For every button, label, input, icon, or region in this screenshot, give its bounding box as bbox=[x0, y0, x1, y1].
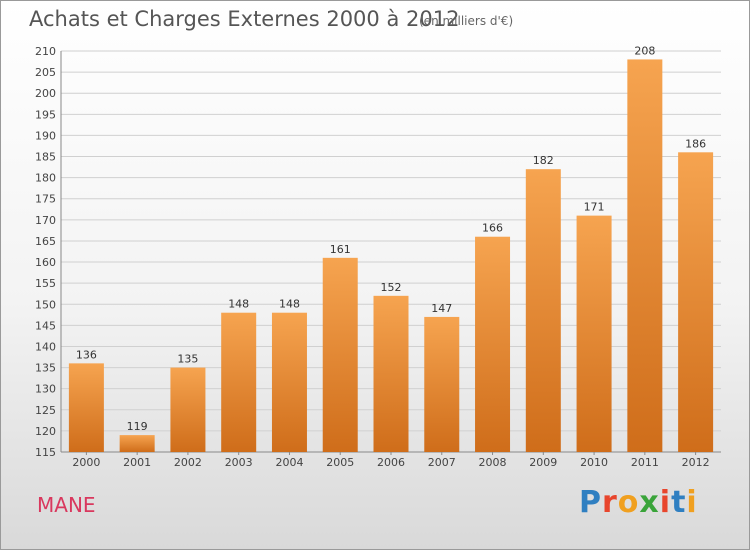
y-tick-label: 200 bbox=[35, 87, 56, 100]
data-label-2002: 135 bbox=[177, 353, 198, 366]
bars bbox=[68, 59, 714, 453]
x-tick-label-2003: 2003 bbox=[225, 456, 253, 469]
x-tick-label-2001: 2001 bbox=[123, 456, 151, 469]
bar-2004[interactable] bbox=[271, 312, 307, 452]
y-tick-label: 205 bbox=[35, 66, 56, 79]
data-label-2001: 119 bbox=[127, 420, 148, 433]
bar-2007[interactable] bbox=[424, 316, 460, 452]
y-tick-label: 130 bbox=[35, 383, 56, 396]
y-tick-label: 155 bbox=[35, 277, 56, 290]
bar-2010[interactable] bbox=[576, 215, 612, 452]
y-tick-label: 115 bbox=[35, 446, 56, 459]
y-tick-label: 175 bbox=[35, 193, 56, 206]
y-tick-label: 180 bbox=[35, 172, 56, 185]
data-label-2003: 148 bbox=[228, 298, 249, 311]
bar-2002[interactable] bbox=[170, 367, 206, 452]
data-labels: 136 119 135 148 148 161 152 147 166 182 171 208 186 bbox=[76, 44, 706, 433]
data-label-2005: 161 bbox=[330, 243, 351, 256]
y-tick-label: 195 bbox=[35, 108, 56, 121]
y-tick-label: 140 bbox=[35, 340, 56, 353]
data-label-2004: 148 bbox=[279, 298, 300, 311]
x-tick-label-2000: 2000 bbox=[72, 456, 100, 469]
x-tick-label-2007: 2007 bbox=[428, 456, 456, 469]
bar-2008[interactable] bbox=[475, 236, 511, 452]
bar-2009[interactable] bbox=[525, 169, 561, 453]
data-label-2012: 186 bbox=[685, 137, 706, 150]
y-tick-label: 125 bbox=[35, 404, 56, 417]
logo-letter: x bbox=[639, 485, 660, 520]
x-tick-label-2012: 2012 bbox=[682, 456, 710, 469]
x-tick-label-2006: 2006 bbox=[377, 456, 405, 469]
x-tick-label-2009: 2009 bbox=[529, 456, 557, 469]
y-tick-label: 165 bbox=[35, 235, 56, 248]
x-tick-label-2010: 2010 bbox=[580, 456, 608, 469]
data-label-2009: 182 bbox=[533, 154, 554, 167]
y-tick-label: 145 bbox=[35, 319, 56, 332]
bar-2000[interactable] bbox=[68, 363, 104, 452]
x-tick-label-2005: 2005 bbox=[326, 456, 354, 469]
chart-subtitle: (en milliers d'€) bbox=[419, 14, 514, 28]
bar-2003[interactable] bbox=[221, 312, 257, 452]
y-tick-label: 210 bbox=[35, 45, 56, 58]
proxiti-logo[interactable]: Proxiti bbox=[579, 485, 698, 520]
logo-letter: i bbox=[659, 485, 672, 520]
y-tick-label: 160 bbox=[35, 256, 56, 269]
logo-letter: i bbox=[686, 485, 698, 520]
bar-2012[interactable] bbox=[678, 152, 714, 452]
logo-letter: P bbox=[579, 485, 602, 520]
y-tick-label: 170 bbox=[35, 214, 56, 227]
place-name: MANE bbox=[37, 493, 96, 517]
bar-2011[interactable] bbox=[627, 59, 663, 452]
y-tick-label: 190 bbox=[35, 129, 56, 142]
logo-letter: t bbox=[671, 485, 687, 520]
x-tick-label-2004: 2004 bbox=[275, 456, 303, 469]
bar-2006[interactable] bbox=[373, 295, 409, 452]
data-label-2007: 147 bbox=[431, 302, 452, 315]
y-tick-label: 135 bbox=[35, 362, 56, 375]
x-tick-label-2002: 2002 bbox=[174, 456, 202, 469]
data-label-2010: 171 bbox=[584, 201, 605, 214]
bar-2005[interactable] bbox=[322, 257, 358, 452]
y-tick-label: 185 bbox=[35, 151, 56, 164]
axes: 115 120 125 130 135 140 145 150 155 160 165 170 175 1… bbox=[35, 45, 721, 469]
data-label-2011: 208 bbox=[634, 44, 655, 57]
data-label-2006: 152 bbox=[381, 281, 402, 294]
y-tick-label: 120 bbox=[35, 425, 56, 438]
x-tick-label-2008: 2008 bbox=[479, 456, 507, 469]
y-tick-label: 150 bbox=[35, 298, 56, 311]
logo-letter: o bbox=[617, 485, 640, 520]
data-label-2008: 166 bbox=[482, 222, 503, 235]
chart-title: Achats et Charges Externes 2000 à 2012 bbox=[29, 7, 460, 31]
bar-2001[interactable] bbox=[119, 435, 155, 452]
x-tick-label-2011: 2011 bbox=[631, 456, 659, 469]
logo-letter: r bbox=[602, 485, 618, 520]
data-label-2000: 136 bbox=[76, 348, 97, 361]
